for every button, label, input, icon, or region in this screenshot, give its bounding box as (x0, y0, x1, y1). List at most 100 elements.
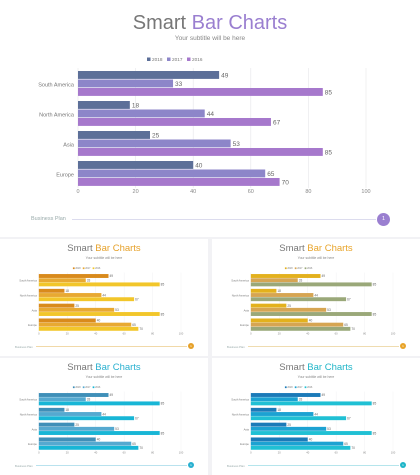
bar (250, 288, 277, 293)
bar-value-label: 85 (373, 402, 377, 406)
x-tick-label: 60 (123, 331, 127, 335)
bar-chart: 0 20 40 60 80 100 2018 2017 2016 South America 49 3… (231, 386, 396, 454)
bar (250, 307, 327, 312)
footer-divider (36, 465, 187, 466)
legend-swatch (147, 57, 151, 61)
slide-thumbnail-1[interactable]: Smart Bar Charts Your subtitle will be he… (0, 239, 208, 356)
bar-value-label: 53 (233, 141, 241, 148)
bar-chart: 0 20 40 60 80 100 2018 2017 2016 South America 49 3… (19, 267, 184, 335)
footer-label-bold: Plan (27, 464, 33, 468)
page-number-badge: 1 (188, 343, 194, 349)
slide-thumbnail-2[interactable]: Smart Bar Charts Your subtitle will be he… (212, 239, 420, 356)
legend-swatch (294, 267, 297, 270)
bar-value-label: 44 (102, 412, 106, 416)
legend-swatch (304, 386, 307, 389)
bar (250, 326, 351, 331)
title-accent-text: Bar Charts (307, 243, 353, 254)
bar-value-label: 44 (102, 293, 106, 297)
bar (38, 318, 96, 323)
legend-label: 2017 (297, 268, 303, 270)
bar (250, 303, 287, 308)
bar-value-label: 85 (161, 312, 165, 316)
bar-value-label: 40 (97, 319, 101, 323)
bar (250, 412, 314, 416)
legend-swatch (167, 57, 171, 61)
bar-value-label: 49 (109, 393, 113, 397)
legend-label: 2016 (192, 57, 203, 62)
bar (38, 307, 115, 312)
x-tick-label: 0 (250, 331, 252, 335)
bar (78, 101, 130, 109)
footer-divider (36, 346, 187, 347)
bar-value-label: 85 (161, 431, 165, 435)
legend-swatch (72, 267, 75, 270)
slide-thumbnail-3[interactable]: Smart Bar Charts Your subtitle will be he… (0, 358, 208, 475)
bar-value-label: 67 (135, 297, 139, 301)
bar-value-label: 85 (373, 283, 377, 287)
x-tick-label: 80 (151, 331, 155, 335)
slide-title: Smart Bar Charts (0, 362, 208, 373)
bar-value-label: 85 (325, 150, 333, 157)
category-label: Asia (32, 308, 38, 312)
x-tick-label: 20 (66, 450, 70, 454)
x-tick-label: 40 (190, 189, 196, 195)
bar-value-label: 70 (351, 327, 355, 331)
bar-value-label: 18 (65, 408, 69, 412)
bar (38, 393, 109, 397)
main-slide[interactable]: Smart Bar Charts Your subtitle will be he… (0, 0, 420, 237)
x-tick-label: 80 (363, 450, 367, 454)
bar-value-label: 53 (115, 308, 119, 312)
title-accent-text: Bar Charts (191, 12, 288, 34)
category-label: Asia (32, 427, 38, 431)
bar (250, 297, 347, 302)
bar-value-label: 53 (115, 427, 119, 431)
bar-value-label: 85 (161, 402, 165, 406)
legend-label: 2017 (172, 57, 183, 62)
bar (38, 412, 102, 416)
bar-value-label: 18 (65, 289, 69, 293)
x-tick-label: 100 (179, 450, 184, 454)
legend-swatch (82, 386, 85, 389)
x-tick-label: 0 (38, 331, 40, 335)
bar-value-label: 67 (135, 416, 139, 420)
legend-swatch (92, 386, 95, 389)
category-label: Europe (28, 323, 37, 327)
bar (250, 282, 372, 287)
bar (250, 401, 372, 406)
bar (38, 426, 115, 431)
bar (250, 431, 372, 435)
bar (38, 397, 86, 402)
category-label: North America (232, 413, 250, 417)
bar-value-label: 49 (221, 73, 229, 80)
bar (38, 278, 86, 283)
category-label: South America (38, 83, 75, 89)
bar (38, 431, 160, 435)
legend-label: 2017 (297, 387, 303, 389)
footer-label-plain: Business (31, 216, 55, 222)
bar (38, 293, 102, 297)
legend-swatch (304, 267, 307, 270)
slide-subtitle: Your subtitle will be here (297, 256, 335, 260)
x-tick-label: 100 (391, 331, 396, 335)
legend-swatch (187, 57, 191, 61)
bar (38, 274, 109, 278)
slide-thumbnail-4[interactable]: Smart Bar Charts Your subtitle will be he… (212, 358, 420, 475)
x-tick-label: 40 (94, 331, 98, 335)
footer-label-bold: Plan (239, 464, 245, 468)
bar-value-label: 85 (325, 90, 333, 97)
bar (78, 161, 194, 169)
x-tick-label: 100 (391, 450, 396, 454)
category-label: Europe (56, 173, 74, 179)
category-label: Europe (240, 323, 249, 327)
x-tick-label: 80 (363, 331, 367, 335)
slide-subtitle: Your subtitle will be here (174, 35, 246, 42)
bar-value-label: 44 (207, 111, 215, 118)
bar-value-label: 65 (344, 323, 348, 327)
bar-value-label: 25 (287, 423, 291, 427)
x-tick-label: 80 (305, 189, 311, 195)
footer-label-plain: Business (15, 464, 28, 468)
page-number-badge: 1 (400, 343, 406, 349)
bar (38, 422, 75, 427)
footer-label: Business Plan (227, 345, 245, 349)
category-label: North America (20, 294, 38, 298)
